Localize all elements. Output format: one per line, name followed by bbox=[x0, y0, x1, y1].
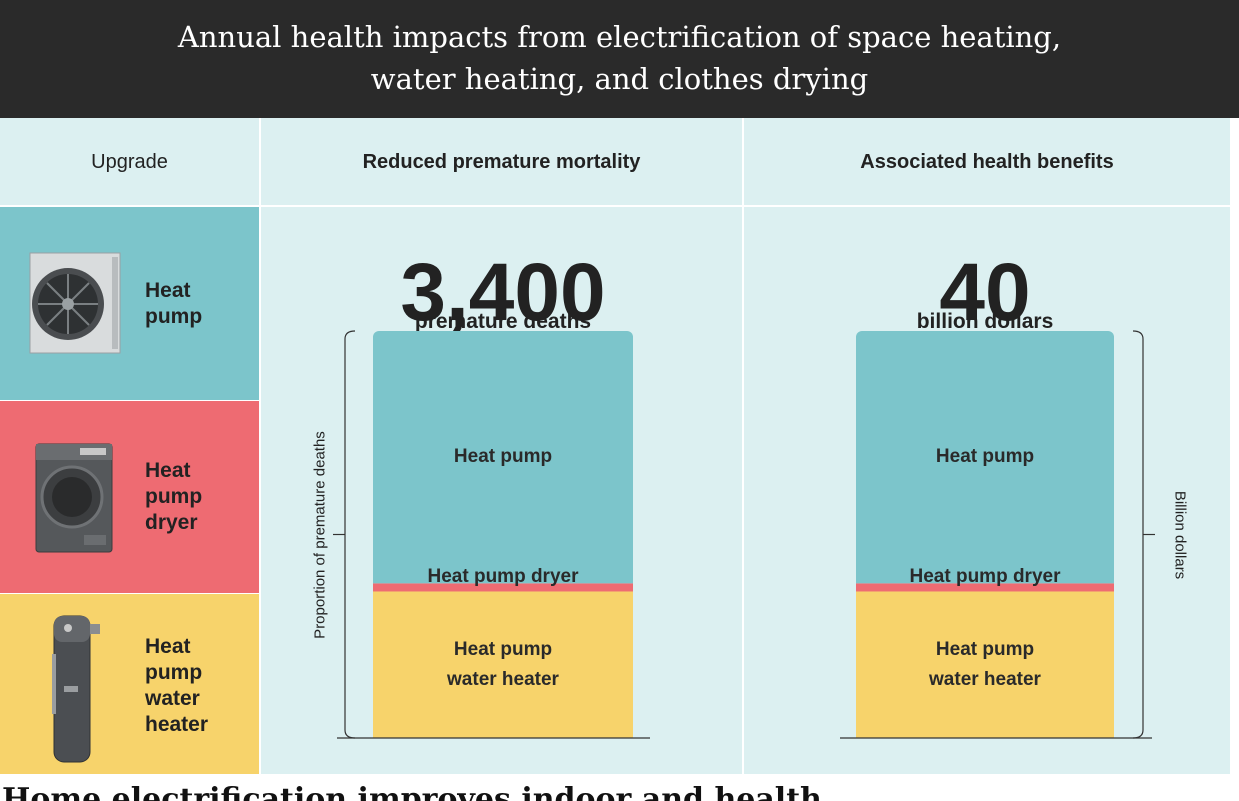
chart-title: Annual health impacts from electrificati… bbox=[0, 0, 1239, 118]
upgrade-header-panel bbox=[0, 118, 259, 206]
column-header-benefits: Associated health benefits bbox=[860, 151, 1114, 173]
benefits-bar-segment-heat-pump bbox=[856, 331, 1114, 584]
heat-pump-icon bbox=[29, 252, 121, 354]
mortality-segment-label-heat-pump: Heat pump bbox=[453, 446, 553, 468]
benefits-y-axis-label: Billion dollars bbox=[1171, 490, 1189, 580]
upgrade-label-heat-pump-dryer: Heat pump dryer bbox=[145, 459, 203, 534]
benefits-segment-label-heat-pump-dryer: Heat pump dryer bbox=[909, 566, 1061, 588]
column-header-upgrade: Upgrade bbox=[91, 151, 168, 173]
dryer-icon bbox=[35, 443, 113, 553]
mortality-bar-segment-heat-pump bbox=[373, 331, 633, 584]
upgrade-cell-heat-pump-dryer: Heat pump dryer bbox=[0, 401, 259, 593]
benefits-axis-bracket bbox=[1132, 330, 1144, 739]
mortality-unit: premature deaths bbox=[414, 310, 592, 333]
header-divider bbox=[0, 205, 1230, 207]
benefits-segment-label-heat-pump: Heat pump bbox=[935, 446, 1035, 468]
column-divider-1 bbox=[259, 118, 261, 774]
mortality-bar-segment-heat-pump-water-heater bbox=[373, 591, 633, 738]
mortality-y-axis-label: Proportion of premature deaths bbox=[311, 431, 329, 639]
upgrade-cell-heat-pump-water-heater: Heat pump water heater bbox=[0, 594, 259, 774]
upgrade-label-heat-pump-water-heater: Heat pump water heater bbox=[145, 635, 209, 736]
benefits-total: 40 bbox=[939, 247, 1031, 338]
benefits-segment-label-heat-pump-water-heater: Heat pump water heater bbox=[929, 638, 1041, 690]
mortality-bar-segment-heat-pump-dryer bbox=[373, 583, 633, 592]
mortality-segment-label-heat-pump-water-heater: Heat pump water heater bbox=[447, 638, 559, 690]
benefits-unit: billion dollars bbox=[916, 310, 1054, 333]
mortality-segment-label-heat-pump-dryer: Heat pump dryer bbox=[427, 566, 579, 588]
title-line-2: water heating, and clothes drying bbox=[370, 62, 869, 96]
mortality-total: 3,400 bbox=[400, 247, 606, 338]
upgrade-cell-heat-pump: Heat pump bbox=[0, 207, 259, 400]
benefits-bar-segment-heat-pump-water-heater bbox=[856, 591, 1114, 738]
water-heater-icon bbox=[52, 615, 100, 763]
mortality-axis-bracket bbox=[344, 330, 356, 739]
column-divider-2 bbox=[742, 118, 744, 774]
footer-caption: Home electrification improves indoor and… bbox=[0, 774, 1239, 801]
column-header-mortality: Reduced premature mortality bbox=[362, 151, 641, 173]
title-line-1: Annual health impacts from electrificati… bbox=[177, 20, 1062, 54]
benefits-bar-segment-heat-pump-dryer bbox=[856, 583, 1114, 592]
upgrade-label-heat-pump: Heat pump bbox=[145, 279, 203, 328]
